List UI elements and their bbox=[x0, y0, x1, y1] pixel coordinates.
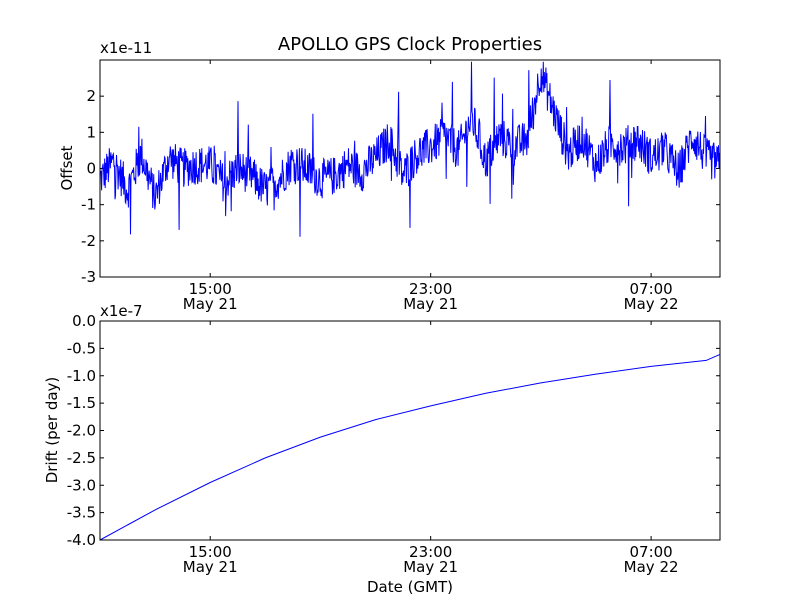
top-x-tick-date: May 21 bbox=[183, 295, 238, 313]
top-y-tick-label: -3 bbox=[81, 268, 96, 286]
bottom-y-tick-label: -2.5 bbox=[67, 449, 96, 467]
bottom-y-tick-label: -4.0 bbox=[67, 531, 96, 549]
top-x-tick-time: 23:00 bbox=[409, 280, 452, 298]
chart-title: APOLLO GPS Clock Properties bbox=[278, 34, 542, 55]
top-y-tick-label: 0 bbox=[86, 160, 96, 178]
top-y-tick-label: -2 bbox=[81, 232, 96, 250]
bottom-y-tick-label: 0.0 bbox=[72, 312, 96, 330]
top-x-tick-date: May 22 bbox=[624, 295, 679, 313]
bottom-y-tick-label: -1.0 bbox=[67, 367, 96, 385]
bottom-x-tick-date: May 22 bbox=[624, 558, 679, 576]
bottom-x-tick-date: May 21 bbox=[403, 558, 458, 576]
top-series-line-offset bbox=[99, 61, 720, 237]
top-x-tick-time: 07:00 bbox=[629, 280, 672, 298]
bottom-y-tick-label: -3.0 bbox=[67, 476, 96, 494]
bottom-axis-ticks: -4.0 -3.5 -3.0 -2.5 -2.0 -1.5 -1.0 -0.5 0.0 15:00… bbox=[67, 312, 720, 576]
top-plot-frame bbox=[99, 59, 721, 278]
bottom-plot-frame bbox=[99, 320, 721, 541]
top-series-group bbox=[99, 61, 720, 237]
bottom-x-axis-label: Date (GMT) bbox=[367, 578, 453, 596]
top-x-tick-date: May 21 bbox=[403, 295, 458, 313]
bottom-x-tick-time: 07:00 bbox=[629, 543, 672, 561]
bottom-drift-multiplier: x1e-7 bbox=[100, 302, 143, 320]
top-y-tick-label: 2 bbox=[86, 87, 96, 105]
bottom-x-tick-time: 15:00 bbox=[189, 543, 232, 561]
bottom-y-tick-label: -3.5 bbox=[67, 504, 96, 522]
top-x-tick-time: 15:00 bbox=[189, 280, 232, 298]
bottom-y-axis-label: Drift (per day) bbox=[43, 377, 61, 484]
top-offset-multiplier: x1e-11 bbox=[100, 39, 152, 57]
bottom-y-tick-label: -1.5 bbox=[67, 394, 96, 412]
bottom-y-tick-label: -0.5 bbox=[67, 339, 96, 357]
top-y-tick-label: -1 bbox=[81, 196, 96, 214]
bottom-x-tick-date: May 21 bbox=[183, 558, 238, 576]
top-y-tick-label: 1 bbox=[86, 123, 96, 141]
bottom-x-tick-time: 23:00 bbox=[409, 543, 452, 561]
bottom-y-tick-label: -2.0 bbox=[67, 422, 96, 440]
top-y-axis-label: Offset bbox=[58, 145, 76, 190]
